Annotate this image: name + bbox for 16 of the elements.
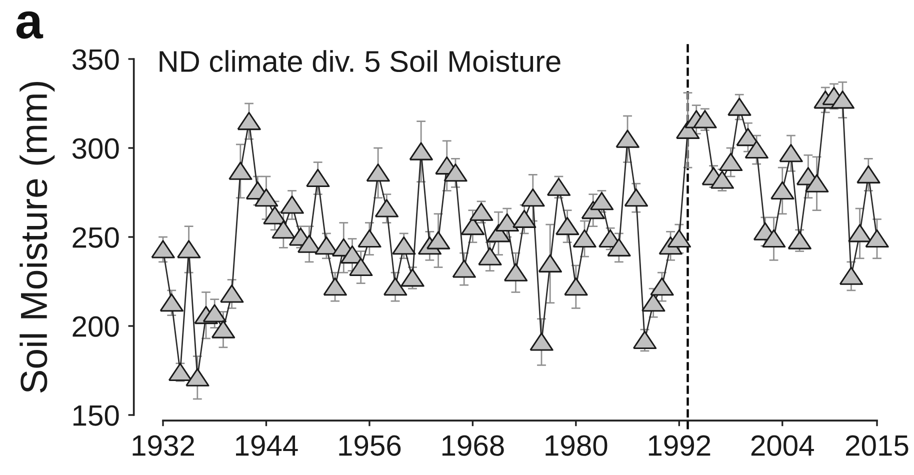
y-tick-label: 200 [72,316,119,337]
x-tick-label: 2015 [846,435,908,456]
y-axis-title: Soil Moisture (mm) [20,82,55,393]
y-tick-label: 350 [72,49,119,70]
x-tick-label: 1932 [132,435,194,456]
x-tick-label: 1980 [546,435,608,456]
x-tick-label: 2004 [751,435,814,456]
x-tick-label: 1992 [648,435,710,456]
chart-title: ND climate div. 5 Soil Moisture [160,50,560,72]
y-tick-label: 300 [72,138,119,159]
x-tick-label: 1944 [236,435,298,456]
x-tick-label: 1968 [442,435,504,456]
y-tick-label: 250 [72,227,119,248]
y-tick-label: 150 [74,405,119,426]
x-tick-label: 1956 [339,435,401,456]
text: a [16,11,44,39]
